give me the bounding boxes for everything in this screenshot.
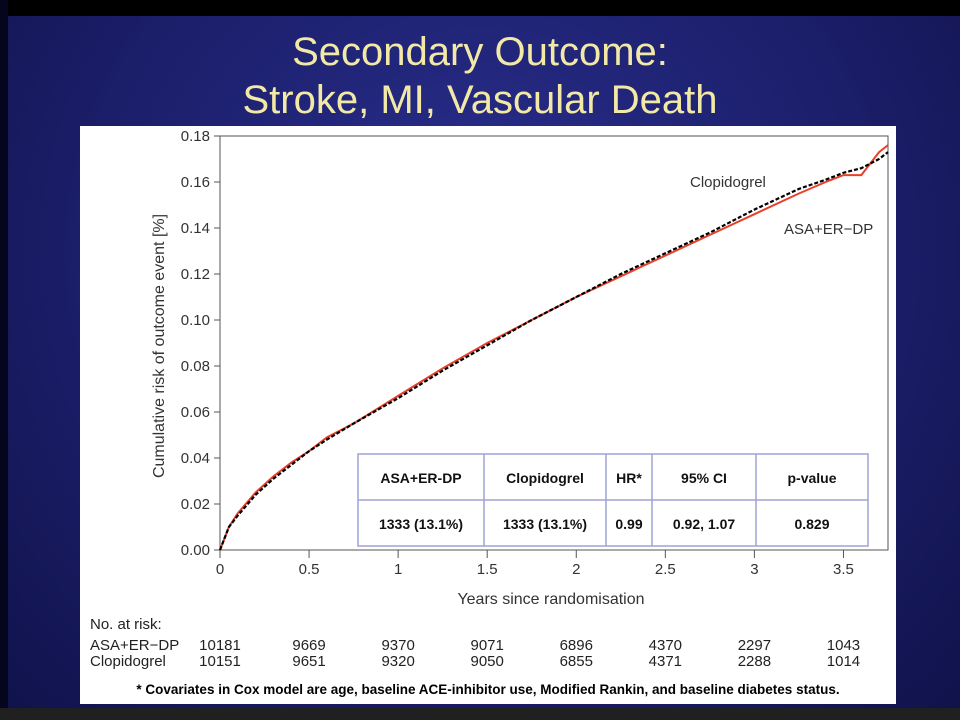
at-risk-row-label: Clopidogrel	[90, 653, 166, 670]
at-risk-value: 9669	[292, 637, 325, 654]
x-tick-label: 0	[216, 561, 224, 578]
at-risk-value: 9050	[471, 653, 504, 670]
results-table: ASA+ER-DP 1333 (13.1%) Clopidogrel 1333 (13…	[357, 453, 869, 547]
table-header: ASA+ER-DP	[380, 470, 461, 486]
at-risk-value: 9370	[381, 637, 414, 654]
at-risk-value: 1014	[827, 653, 860, 670]
at-risk-table: No. at risk: ASA+ER−DP 10181 9669 9370 9071 68…	[90, 616, 860, 670]
y-tick-label: 0.02	[181, 496, 210, 513]
axes: 0 0.5 1 1.5 2 2.5 3 3.5 0.00 0.02 0.04 0.06 0.08 0.10…	[181, 128, 889, 578]
x-tick-label: 3	[750, 561, 758, 578]
y-tick-label: 0.10	[181, 312, 210, 329]
y-tick-label: 0.16	[181, 174, 210, 191]
x-tick-label: 2	[572, 561, 580, 578]
at-risk-value: 2288	[738, 653, 771, 670]
at-risk-value: 4371	[649, 653, 682, 670]
table-cell: 1333 (13.1%)	[503, 516, 587, 532]
y-tick-label: 0.08	[181, 358, 210, 375]
y-axis-label: Cumulative risk of outcome event [%]	[151, 214, 168, 478]
table-cell: 1333 (13.1%)	[379, 516, 463, 532]
series-lines	[218, 144, 889, 551]
clopidogrel-line	[218, 151, 889, 551]
table-header: Clopidogrel	[506, 470, 584, 486]
at-risk-value: 9651	[292, 653, 325, 670]
left-border	[0, 0, 8, 720]
at-risk-title: No. at risk:	[90, 616, 162, 633]
table-cell: 0.92, 1.07	[673, 516, 735, 532]
at-risk-value: 10151	[199, 653, 241, 670]
at-risk-value: 9071	[471, 637, 504, 654]
at-risk-value: 6855	[560, 653, 593, 670]
table-header: HR*	[616, 470, 642, 486]
x-tick-label: 1.5	[477, 561, 498, 578]
table-cell: 0.829	[794, 516, 829, 532]
top-border	[0, 0, 960, 16]
title-line-1: Secondary Outcome:	[292, 30, 668, 74]
y-tick-label: 0.00	[181, 542, 210, 559]
x-tick-label: 3.5	[833, 561, 854, 578]
at-risk-value: 6896	[560, 637, 593, 654]
clopidogrel-annotation: Clopidogrel	[690, 174, 766, 191]
x-axis-label: Years since randomisation	[457, 591, 644, 608]
at-risk-value: 1043	[827, 637, 860, 654]
at-risk-value: 10181	[199, 637, 241, 654]
x-tick-label: 0.5	[299, 561, 320, 578]
x-tick-label: 2.5	[655, 561, 676, 578]
at-risk-value: 9320	[381, 653, 414, 670]
km-chart: 0 0.5 1 1.5 2 2.5 3 3.5 0.00 0.02 0.04 0.06 0.08 0.10…	[90, 128, 889, 670]
y-tick-label: 0.18	[181, 128, 210, 145]
at-risk-value: 2297	[738, 637, 771, 654]
at-risk-value: 4370	[649, 637, 682, 654]
bottom-border	[0, 708, 960, 720]
asa-annotation: ASA+ER−DP	[784, 221, 873, 238]
y-tick-label: 0.12	[181, 266, 210, 283]
at-risk-row-label: ASA+ER−DP	[90, 637, 179, 654]
slide-title: Secondary Outcome: Stroke, MI, Vascular …	[0, 28, 960, 124]
y-tick-label: 0.14	[181, 220, 210, 237]
footnote: * Covariates in Cox model are age, basel…	[136, 682, 840, 697]
y-tick-label: 0.04	[181, 450, 210, 467]
chart-panel: 0 0.5 1 1.5 2 2.5 3 3.5 0.00 0.02 0.04 0.06 0.08 0.10…	[80, 126, 896, 704]
x-tick-label: 1	[394, 561, 402, 578]
title-line-2: Stroke, MI, Vascular Death	[242, 78, 718, 122]
table-header: p-value	[787, 470, 836, 486]
y-tick-label: 0.06	[181, 404, 210, 421]
plot-frame	[219, 135, 889, 551]
table-header: 95% CI	[681, 470, 727, 486]
table-cell: 0.99	[615, 516, 642, 532]
